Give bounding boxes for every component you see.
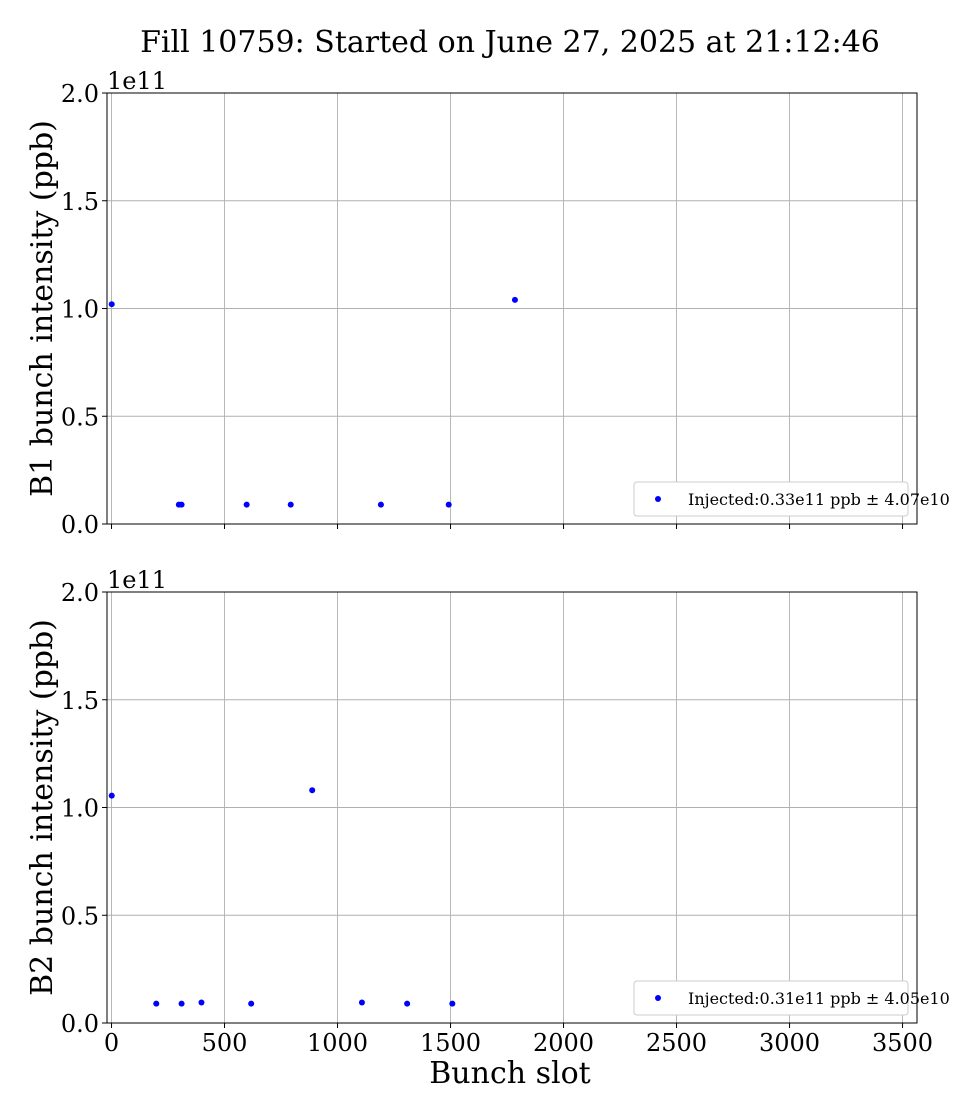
x-tick-label: 1000 — [307, 1029, 368, 1057]
y-tick-label: 0.0 — [61, 1010, 99, 1038]
legend-marker — [655, 995, 661, 1001]
x-tick-label: 2500 — [646, 1029, 707, 1057]
b2-data-point — [178, 1000, 185, 1007]
figure-title: Fill 10759: Started on June 27, 2025 at … — [140, 25, 880, 60]
y-tick-label: 2.0 — [61, 80, 99, 108]
y-tick-label: 0.5 — [61, 403, 99, 431]
legend-label: Injected:0.31e11 ppb ± 4.05e10 — [688, 989, 950, 1008]
y-tick-label: 1.0 — [61, 296, 99, 324]
x-tick-label: 3500 — [872, 1029, 933, 1057]
y-tick-label: 2.0 — [61, 579, 99, 607]
x-tick-label: 0 — [104, 1029, 119, 1057]
b2-data-point — [358, 999, 365, 1006]
legend: Injected:0.31e11 ppb ± 4.05e10 — [633, 980, 950, 1016]
b2-data-point — [198, 999, 205, 1006]
b2-data-point — [449, 1000, 456, 1007]
b2-data-point — [248, 1000, 255, 1007]
x-tick-label: 2000 — [533, 1029, 594, 1057]
y-tick-label: 1.5 — [61, 687, 99, 715]
y-axis-label: B2 bunch intensity (ppb) — [25, 619, 60, 996]
b2-data-point — [404, 1000, 411, 1007]
legend-box — [633, 481, 909, 517]
y-tick-label: 0.5 — [61, 902, 99, 930]
y-offset-label: 1e11 — [107, 566, 167, 594]
y-tick-label: 0.0 — [61, 511, 99, 539]
b1-data-point — [287, 501, 294, 508]
y-tick-label: 1.0 — [61, 795, 99, 823]
legend-label: Injected:0.33e11 ppb ± 4.07e10 — [688, 490, 950, 509]
b1-data-point — [108, 301, 115, 308]
b2-data-point — [108, 792, 115, 799]
b1-data-point — [511, 296, 518, 303]
legend-marker — [655, 496, 661, 502]
x-axis-label: Bunch slot — [429, 1056, 590, 1091]
y-offset-label: 1e11 — [107, 67, 167, 95]
b2-data-point — [309, 787, 316, 794]
b1-data-point — [243, 501, 250, 508]
y-axis-label: B1 bunch intensity (ppb) — [25, 120, 60, 497]
b1-intensity-panel: 0.0 0.5 1.0 1.5 2.0 1e11 B1 bunch intensity (p… — [25, 67, 950, 539]
b1-data-point — [445, 501, 452, 508]
y-tick-label: 1.5 — [61, 188, 99, 216]
legend: Injected:0.33e11 ppb ± 4.07e10 — [633, 481, 950, 517]
x-tick-label: 500 — [202, 1029, 248, 1057]
b2-data-point — [153, 1000, 160, 1007]
x-tick-label: 1500 — [420, 1029, 481, 1057]
b1-data-point — [178, 501, 185, 508]
x-tick-label: 3000 — [759, 1029, 820, 1057]
legend-box — [633, 980, 909, 1016]
b2-intensity-panel: 0 500 1000 1500 2000 2500 3000 3500 0.0 0.5 1.0 1.5… — [25, 566, 950, 1057]
b1-data-point — [377, 501, 384, 508]
